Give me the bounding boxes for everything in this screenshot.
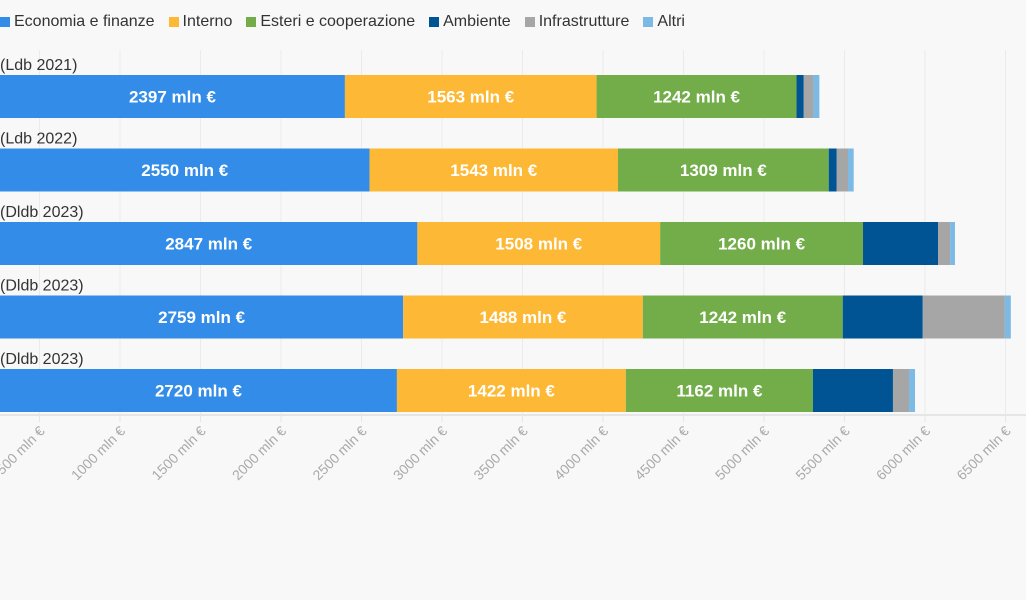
data-label: 1309 mln € xyxy=(680,161,767,180)
legend-swatch xyxy=(429,17,440,27)
category-label: (Dldb 2023) xyxy=(0,204,84,221)
legend-label: Esteri e cooperazione xyxy=(260,13,416,30)
data-label: 1543 mln € xyxy=(450,161,537,180)
legend-item[interactable]: Economia e finanze xyxy=(0,13,155,31)
bar-segment[interactable] xyxy=(642,295,843,339)
data-label: 2550 mln € xyxy=(141,161,228,180)
bar-segment[interactable] xyxy=(660,222,864,265)
bar-segment[interactable] xyxy=(617,148,829,192)
bar-segment[interactable] xyxy=(0,148,370,192)
bar-segment[interactable] xyxy=(803,75,814,118)
legend-item[interactable]: Altri xyxy=(643,13,685,31)
legend-label: Ambiente xyxy=(443,13,511,30)
x-tick-label: 6000 mln € xyxy=(873,423,933,483)
legend-label: Economia e finanze xyxy=(14,13,155,30)
x-tick-label: 4000 mln € xyxy=(551,423,611,483)
data-label: 1260 mln € xyxy=(718,235,805,254)
bar-segment[interactable] xyxy=(892,369,910,412)
x-tick-label: 6500 mln € xyxy=(953,423,1013,483)
data-label: 2759 mln € xyxy=(158,308,245,327)
data-label: 2397 mln € xyxy=(129,88,216,107)
bar-segment[interactable] xyxy=(813,75,820,118)
bar-segment[interactable] xyxy=(848,148,854,192)
bar-segment[interactable] xyxy=(1004,295,1011,339)
bar-segment[interactable] xyxy=(0,369,397,412)
legend: Economia e finanze Interno Esteri e cooper… xyxy=(0,13,699,31)
bar-segment[interactable] xyxy=(812,369,893,412)
legend-label: Infrastrutture xyxy=(538,13,630,30)
data-label: 1563 mln € xyxy=(427,88,514,107)
category-label: (Dldb 2023) xyxy=(0,278,84,295)
category-label: (Dldb 2023) xyxy=(0,351,84,368)
legend-swatch xyxy=(643,17,654,27)
x-tick-label: 1000 mln € xyxy=(68,423,128,483)
bar-segment[interactable] xyxy=(0,75,345,118)
x-tick-label: 4500 mln € xyxy=(631,423,691,483)
legend-item[interactable]: Interno xyxy=(168,13,233,31)
legend-swatch xyxy=(0,17,10,27)
bar-segment[interactable] xyxy=(0,222,418,265)
data-label: 1508 mln € xyxy=(495,235,582,254)
bar-segment[interactable] xyxy=(344,75,597,118)
x-tick-label: 3500 mln € xyxy=(470,423,530,483)
legend-item[interactable]: Infrastrutture xyxy=(524,13,630,31)
x-tick-label: 2000 mln € xyxy=(229,423,289,483)
data-label: 2720 mln € xyxy=(155,382,242,401)
bar-segment[interactable] xyxy=(369,148,618,192)
legend-label: Altri xyxy=(657,13,685,30)
bar-segment[interactable] xyxy=(403,295,643,339)
bar-segment[interactable] xyxy=(396,369,626,412)
bar-segment[interactable] xyxy=(796,75,804,118)
data-label: 1242 mln € xyxy=(653,88,740,107)
x-tick-label: 1500 mln € xyxy=(148,423,208,483)
bar-segment[interactable] xyxy=(909,369,916,412)
bar-segment[interactable] xyxy=(828,148,837,192)
legend-item[interactable]: Ambiente xyxy=(429,13,511,31)
data-label: 2847 mln € xyxy=(165,235,252,254)
bar-segment[interactable] xyxy=(938,222,951,265)
legend-swatch xyxy=(168,17,179,27)
bar-segment[interactable] xyxy=(625,369,813,412)
x-tick-label: 3000 mln € xyxy=(390,423,450,483)
category-label: (Ldb 2022) xyxy=(0,131,77,148)
bar-segment[interactable] xyxy=(596,75,797,118)
x-tick-label: 2500 mln € xyxy=(309,423,369,483)
bar-segment[interactable] xyxy=(842,295,923,339)
data-label: 1488 mln € xyxy=(480,308,567,327)
category-label: (Ldb 2021) xyxy=(0,57,77,74)
bar-segment[interactable] xyxy=(417,222,661,265)
bar-segment[interactable] xyxy=(950,222,955,265)
x-tick-label: 5000 mln € xyxy=(712,423,772,483)
legend-label: Interno xyxy=(182,13,233,30)
bar-segment[interactable] xyxy=(836,148,849,192)
bar-segment[interactable] xyxy=(863,222,939,265)
legend-swatch xyxy=(246,17,257,27)
x-tick-label: 5500 mln € xyxy=(792,423,852,483)
data-label: 1162 mln € xyxy=(676,382,763,401)
bar-segment[interactable] xyxy=(922,295,1005,339)
legend-swatch xyxy=(524,17,535,27)
legend-item[interactable]: Esteri e cooperazione xyxy=(246,13,415,31)
data-label: 1422 mln € xyxy=(468,382,555,401)
bar-segment[interactable] xyxy=(0,295,404,339)
data-label: 1242 mln € xyxy=(699,308,786,327)
x-tick-label: 500 mln € xyxy=(0,423,48,478)
